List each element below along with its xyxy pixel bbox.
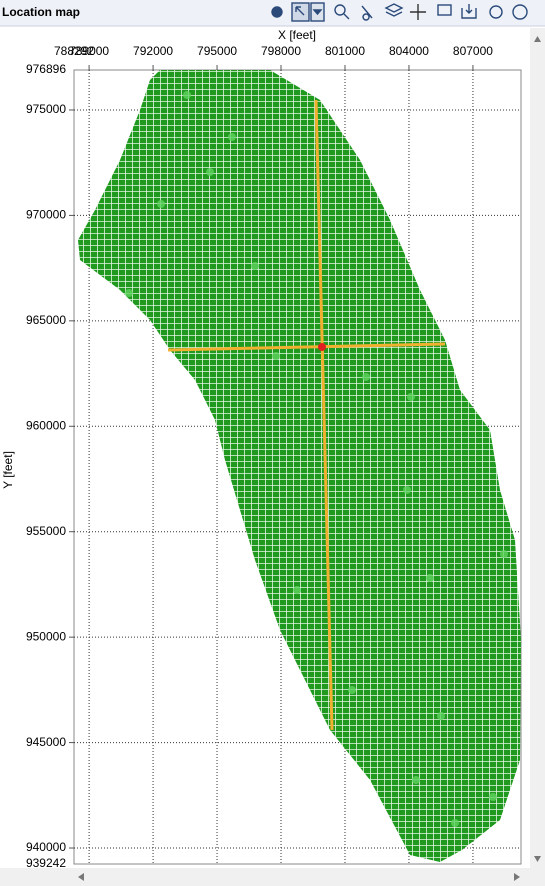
crossline-line <box>167 342 446 352</box>
survey-area <box>78 70 521 862</box>
compass-icon[interactable] <box>512 4 528 20</box>
y-tick-label: 965000 <box>26 313 66 327</box>
y-tick-label: 960000 <box>26 418 66 432</box>
y-limit-label: 939242 <box>26 856 66 870</box>
toolbar-icons[interactable] <box>271 2 528 22</box>
intersection-marker <box>318 343 326 351</box>
snapshot-icon[interactable] <box>489 5 503 19</box>
y-tick-label: 945000 <box>26 735 66 749</box>
x-limit-label: 788292 <box>54 44 94 58</box>
y-axis-label: Y [feet] <box>1 451 15 489</box>
x-tick-label: 789000 <box>69 44 109 58</box>
window-title: Location map <box>2 5 80 19</box>
y-tick-label: 955000 <box>26 524 66 538</box>
x-tick-label: 792000 <box>133 44 173 58</box>
zoom-icon[interactable] <box>334 4 346 16</box>
x-limit-labels: 788292809254 <box>54 44 94 58</box>
x-tick-label: 795000 <box>197 44 237 58</box>
y-tick-label: 940000 <box>26 840 66 854</box>
annotation-icon[interactable] <box>437 4 452 16</box>
vertical-scrollbar[interactable] <box>530 28 545 868</box>
select-arrow <box>295 6 305 16</box>
x-axis-label: X [feet] <box>278 28 316 42</box>
x-tick-label: 801000 <box>325 44 365 58</box>
well-icon[interactable] <box>361 5 373 21</box>
layers-icon[interactable] <box>384 3 404 17</box>
section-lines <box>167 99 446 731</box>
zoom-handle <box>343 13 350 20</box>
x-tick-label: 807000 <box>453 44 493 58</box>
x-tick-label: 804000 <box>389 44 429 58</box>
inline-line <box>314 99 334 731</box>
dropdown-arrow <box>312 9 323 16</box>
well-markers <box>125 91 508 827</box>
y-limit-label: 976896 <box>26 62 66 76</box>
y-tick-label: 975000 <box>26 102 66 116</box>
x-tick-label: 798000 <box>261 44 301 58</box>
export-icon[interactable] <box>461 4 477 19</box>
axis-labels: 789000 792000 795000 798000 801000 804000 8070… <box>26 44 493 870</box>
crosshair-icon[interactable] <box>410 4 426 20</box>
y-tick-label: 950000 <box>26 629 66 643</box>
horizontal-scrollbar[interactable] <box>0 868 545 886</box>
y-tick-label: 970000 <box>26 208 66 222</box>
settings-icon[interactable] <box>271 6 283 18</box>
